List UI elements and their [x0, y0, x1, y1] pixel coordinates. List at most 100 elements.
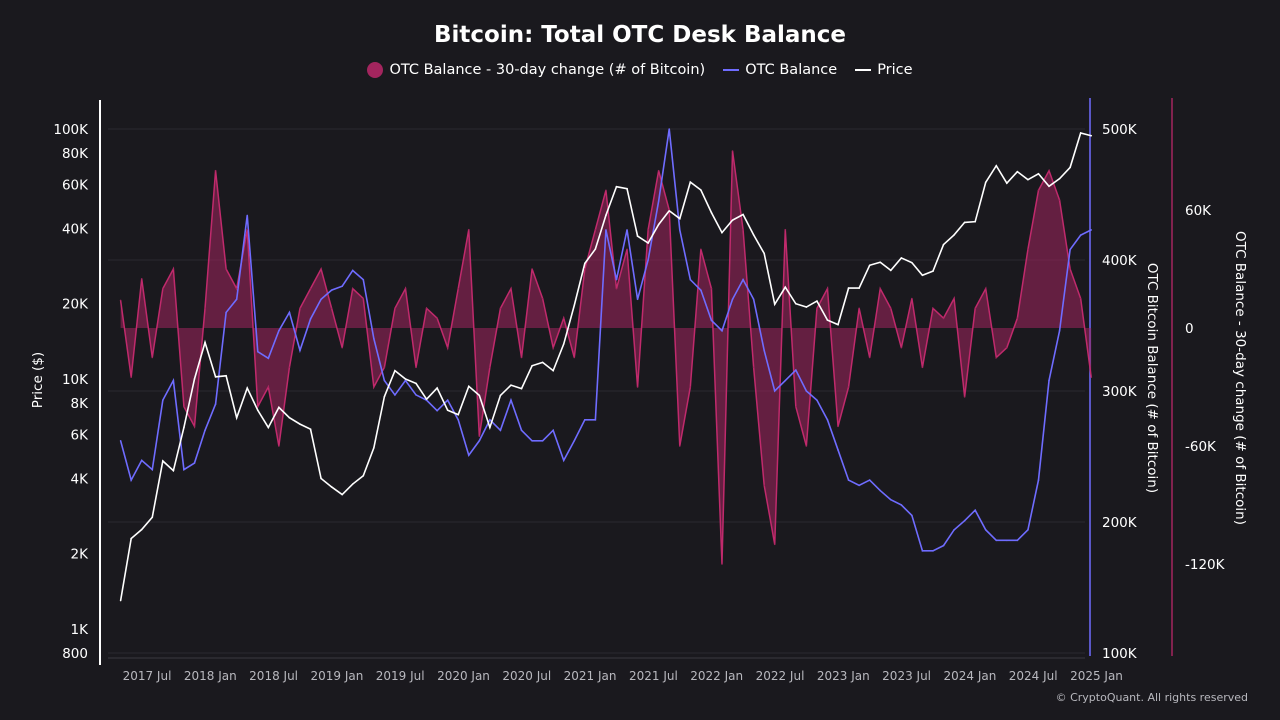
data-point-change: [752, 366, 755, 369]
data-point-change: [826, 287, 829, 290]
legend-label: OTC Balance: [745, 62, 838, 78]
data-point-balance: [330, 289, 333, 291]
data-point-price: [394, 369, 396, 372]
data-point-change: [858, 307, 860, 310]
data-point-balance: [847, 479, 850, 481]
data-point-balance: [1079, 234, 1082, 236]
data-point-change: [1016, 317, 1019, 319]
data-point-price: [299, 423, 301, 425]
data-point-change: [510, 287, 512, 290]
data-point-price: [531, 364, 533, 367]
data-point-price: [151, 516, 154, 519]
data-point-price: [700, 189, 702, 191]
price-tick-label: 80K: [62, 146, 89, 162]
data-point-balance: [689, 278, 692, 281]
data-point-change: [394, 307, 396, 310]
data-point-balance: [278, 329, 280, 332]
data-point-balance: [657, 200, 660, 202]
data-point-balance: [911, 514, 913, 517]
data-point-change: [499, 307, 502, 310]
data-point-balance: [594, 419, 597, 421]
data-point-change: [573, 356, 576, 359]
data-point-price: [826, 319, 829, 321]
data-point-price: [636, 235, 639, 237]
x-tick-label: 2023 Jul: [882, 669, 931, 683]
data-point-price: [541, 361, 544, 364]
data-point-balance: [1016, 539, 1019, 542]
chart-title: Bitcoin: Total OTC Desk Balance: [433, 22, 847, 48]
legend-item-balance[interactable]: OTC Balance: [723, 62, 837, 78]
data-point-price: [689, 181, 692, 183]
data-point-price: [140, 528, 143, 531]
data-point-change: [1058, 199, 1061, 201]
data-point-balance: [963, 519, 966, 522]
data-point-price: [383, 395, 386, 398]
data-point-balance: [288, 311, 291, 314]
data-point-change: [446, 346, 449, 349]
data-point-balance: [700, 289, 702, 291]
data-point-balance: [1058, 329, 1061, 332]
data-point-change: [425, 307, 428, 310]
data-point-balance: [1090, 229, 1093, 231]
data-point-balance: [763, 349, 765, 352]
data-point-price: [162, 460, 164, 462]
data-point-change: [330, 307, 333, 310]
data-point-balance: [162, 399, 164, 401]
data-point-price: [647, 242, 649, 244]
data-point-balance: [183, 468, 185, 471]
price-tick-label: 40K: [62, 221, 89, 237]
data-point-price: [256, 409, 259, 412]
data-point-balance: [795, 369, 797, 371]
data-point-balance: [805, 390, 808, 392]
price-tick-label: 2K: [71, 547, 90, 563]
data-point-price: [1090, 134, 1093, 137]
data-point-price: [847, 287, 850, 289]
data-point-price: [615, 185, 618, 188]
change-axis-label: OTC Balance - 30-day change (# of Bitcoi…: [1232, 231, 1248, 525]
change-tick-label: 60K: [1185, 203, 1212, 219]
data-point-change: [953, 297, 955, 300]
legend-swatch-balance: [723, 69, 740, 71]
data-point-price: [752, 234, 755, 236]
data-point-balance: [626, 229, 628, 231]
x-tick-label: 2020 Jul: [502, 669, 551, 683]
data-point-change: [309, 287, 312, 290]
data-point-balance: [404, 379, 407, 382]
data-point-price: [193, 378, 196, 380]
data-point-price: [668, 209, 671, 212]
data-point-balance: [984, 529, 987, 531]
data-point-change: [773, 543, 776, 546]
data-point-price: [963, 221, 966, 224]
data-point-balance: [172, 379, 175, 382]
x-tick-label: 2021 Jan: [564, 669, 617, 683]
data-point-change: [1069, 268, 1071, 270]
data-point-change: [1079, 297, 1082, 300]
change-tick-label: 0: [1185, 321, 1194, 337]
data-point-balance: [140, 459, 143, 462]
data-point-balance: [562, 459, 565, 462]
data-point-balance: [826, 419, 829, 421]
data-point-price: [415, 382, 417, 385]
data-point-balance: [151, 468, 154, 471]
data-point-balance: [267, 357, 270, 360]
data-point-balance: [446, 399, 449, 401]
data-point-price: [816, 300, 818, 302]
data-point-price: [278, 406, 280, 409]
data-point-price: [879, 261, 882, 264]
data-point-balance: [584, 419, 586, 421]
data-point-change: [900, 346, 903, 349]
data-point-change: [478, 435, 481, 437]
data-point-price: [467, 385, 470, 388]
data-point-price: [795, 302, 797, 305]
data-point-change: [932, 307, 934, 310]
data-point-balance: [742, 278, 744, 281]
data-point-balance: [351, 269, 354, 272]
data-point-balance: [373, 337, 375, 340]
data-point-balance: [615, 278, 618, 281]
legend-item-change[interactable]: OTC Balance - 30-day change (# of Bitcoi…: [367, 62, 705, 78]
data-point-price: [425, 398, 428, 401]
data-point-change: [784, 228, 787, 231]
balance-axis-label: OTC Bitcoin Balance (# of Bitcoin): [1144, 263, 1160, 493]
legend-item-price[interactable]: Price: [855, 62, 913, 78]
